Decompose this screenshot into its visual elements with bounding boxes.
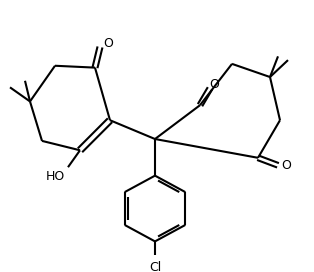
Text: O: O xyxy=(103,37,113,50)
Text: O: O xyxy=(209,78,219,91)
Text: HO: HO xyxy=(46,170,65,183)
Text: O: O xyxy=(281,159,291,172)
Text: Cl: Cl xyxy=(149,261,161,272)
